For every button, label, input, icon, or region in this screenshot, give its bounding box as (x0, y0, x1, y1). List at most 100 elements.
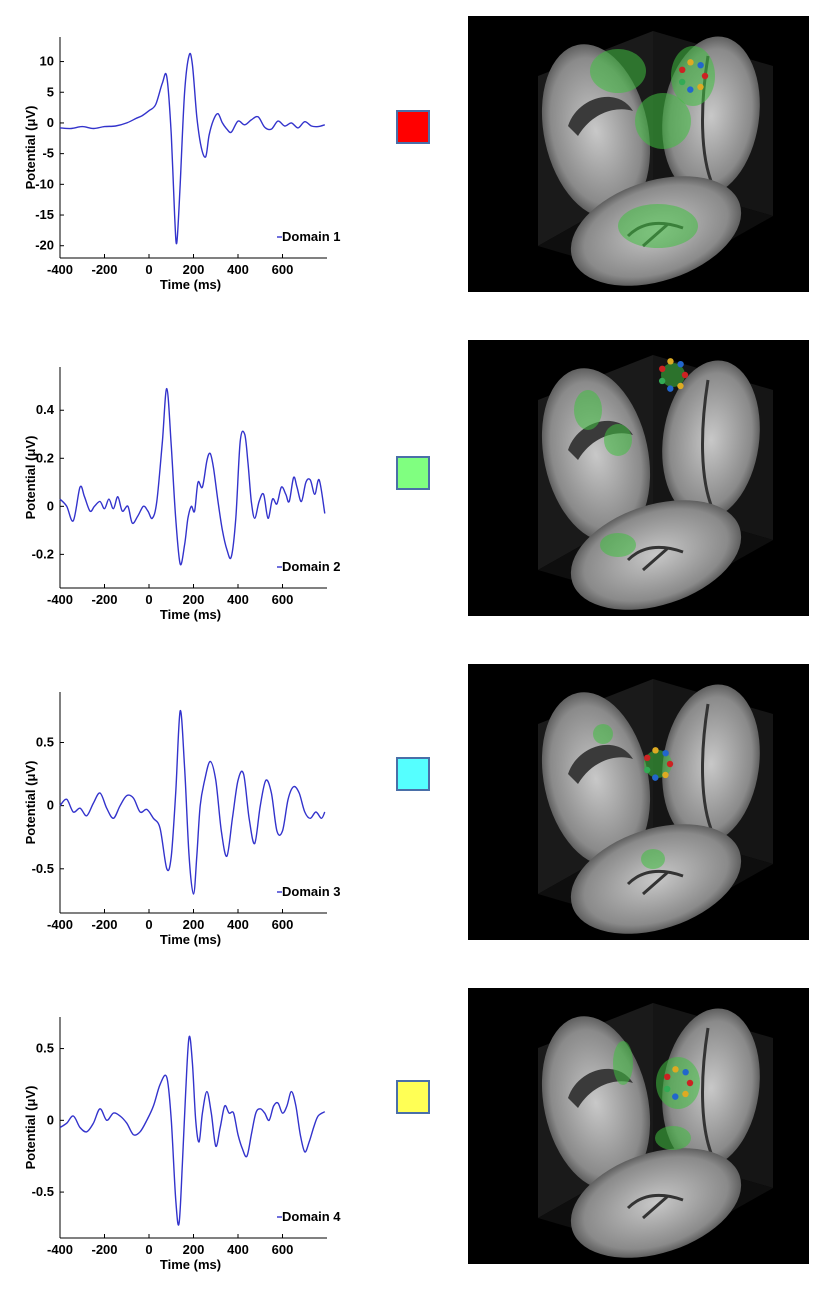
y-tick-label: -5 (42, 146, 54, 161)
brain-render (538, 31, 773, 286)
x-axis-label: Time (ms) (160, 932, 221, 947)
color-swatch-domain-3 (396, 757, 430, 791)
erp-chart-svg-3: 0.5 0 -0.5 -400 -200 0 200 400 600 Time (ms) Poten… (23, 692, 341, 947)
y-tick-label: 0.5 (36, 1041, 54, 1056)
x-tick-label: 600 (272, 262, 294, 277)
dipole-dot (687, 86, 694, 93)
axial-ventricles (626, 1194, 684, 1220)
x-tick-label: -200 (91, 917, 117, 932)
x-axis-label: Time (ms) (160, 607, 221, 622)
x-tick-label: -200 (91, 1242, 117, 1257)
y-tick-label: 0 (47, 498, 54, 513)
y-tick-label: -10 (35, 176, 54, 191)
series-line-domain-2 (59, 387, 326, 566)
activation-blob (600, 533, 636, 557)
y-axis-label: Potential (μV) (23, 761, 38, 845)
dipole-dot (652, 774, 659, 781)
y-axis-label: Potential (μV) (23, 436, 38, 520)
dipole-dot (652, 747, 659, 754)
midline (701, 379, 715, 511)
series-line-domain-4 (59, 1035, 326, 1226)
dipole-dot (687, 59, 694, 66)
legend-label: Domain 4 (282, 1209, 341, 1224)
x-tick-label: 200 (183, 917, 205, 932)
activation-blob (644, 750, 672, 778)
x-tick-label: -400 (47, 262, 73, 277)
legend-label: Domain 2 (282, 559, 341, 574)
x-tick-label: 200 (183, 262, 205, 277)
dipole-dot (662, 771, 669, 779)
x-tick-label: 0 (145, 1242, 152, 1257)
ventricle-shape (568, 96, 633, 136)
x-tick-label: 200 (183, 592, 205, 607)
series-line-domain-1 (59, 52, 325, 245)
coronal-slice (662, 684, 760, 844)
dipole-dot (662, 749, 669, 757)
brain-3d-view-domain-2 (468, 340, 809, 616)
x-tick-label: 400 (227, 917, 249, 932)
dipole-dot (663, 1085, 671, 1093)
y-tick-label: 10 (40, 54, 54, 69)
series-line-domain-3 (59, 710, 326, 895)
erp-chart-svg-4: 0.5 0 -0.5 -400 -200 0 200 400 600 Time (ms) Poten… (23, 1017, 341, 1272)
y-axis-label: Potential (μV) (23, 106, 38, 190)
dipole-dot (678, 78, 686, 86)
erp-chart-svg-1: 10 5 0 -5 -10 -15 -20 -400 -200 0 200 400 600 Time (m… (23, 37, 341, 292)
erp-chart-svg-2: 0.4 0.2 0 -0.2 -400 -200 0 200 400 600 Time (ms) Po… (23, 367, 341, 622)
dipole-dot (658, 377, 666, 385)
activation-blob (604, 424, 632, 456)
dipole-dot (643, 766, 651, 774)
coronal-slice (662, 1008, 760, 1168)
activation-blob (593, 724, 613, 744)
y-tick-label: 0 (47, 1112, 54, 1127)
dipole-dot (682, 1068, 689, 1076)
dipole-dot (686, 1079, 694, 1087)
erp-chart-domain-3: 0.5 0 -0.5 -400 -200 0 200 400 600 Time (ms) Poten… (0, 670, 350, 970)
color-swatch-domain-1 (396, 110, 430, 144)
y-tick-label: -0.5 (32, 1184, 54, 1199)
dipole-dot (697, 61, 704, 69)
color-swatch-domain-4 (396, 1080, 430, 1114)
y-tick-label: -15 (35, 207, 54, 222)
x-tick-label: 0 (145, 592, 152, 607)
brain-3d-view-domain-1 (468, 16, 809, 292)
x-tick-label: 200 (183, 1242, 205, 1257)
activation-blob (635, 93, 691, 149)
dipole-dot (682, 1090, 689, 1098)
y-tick-label: -20 (35, 238, 54, 253)
x-tick-label: -400 (47, 1242, 73, 1257)
ventricle-shape (568, 744, 633, 784)
axial-slice (570, 1148, 742, 1258)
y-tick-label: 5 (47, 84, 54, 99)
brain-render (538, 1003, 773, 1258)
axial-slice (570, 824, 742, 934)
x-tick-label: -400 (47, 592, 73, 607)
color-swatch-domain-2 (396, 456, 430, 490)
dipole-dot (664, 1073, 671, 1081)
y-axis-label: Potential (μV) (23, 1086, 38, 1170)
dipole-dot (672, 1093, 679, 1100)
midline (701, 1027, 715, 1159)
dipole-dot (679, 66, 686, 74)
axial-slice (570, 500, 742, 610)
brain-render (538, 679, 773, 934)
brain-3d-view-domain-3 (468, 664, 809, 940)
erp-chart-domain-4: 0.5 0 -0.5 -400 -200 0 200 400 600 Time (ms) Poten… (0, 995, 350, 1295)
activation-blob (656, 1057, 700, 1109)
activation-blob (661, 363, 685, 387)
activation-blob (574, 390, 602, 430)
sagittal-slice (541, 368, 651, 542)
sagittal-slice (541, 692, 651, 866)
y-tick-label: 0.4 (36, 402, 55, 417)
y-tick-label: 0 (47, 115, 54, 130)
axial-ventricles (626, 546, 684, 572)
x-tick-label: 400 (227, 592, 249, 607)
x-tick-label: 400 (227, 1242, 249, 1257)
axial-ventricles (626, 870, 684, 896)
legend-label: Domain 1 (282, 229, 341, 244)
erp-chart-domain-2: 0.4 0.2 0 -0.2 -400 -200 0 200 400 600 Time (ms) Po… (0, 345, 350, 645)
activation-blob (641, 849, 665, 869)
x-tick-label: -200 (91, 592, 117, 607)
coronal-slice (662, 360, 760, 520)
activation-blob (655, 1126, 691, 1150)
